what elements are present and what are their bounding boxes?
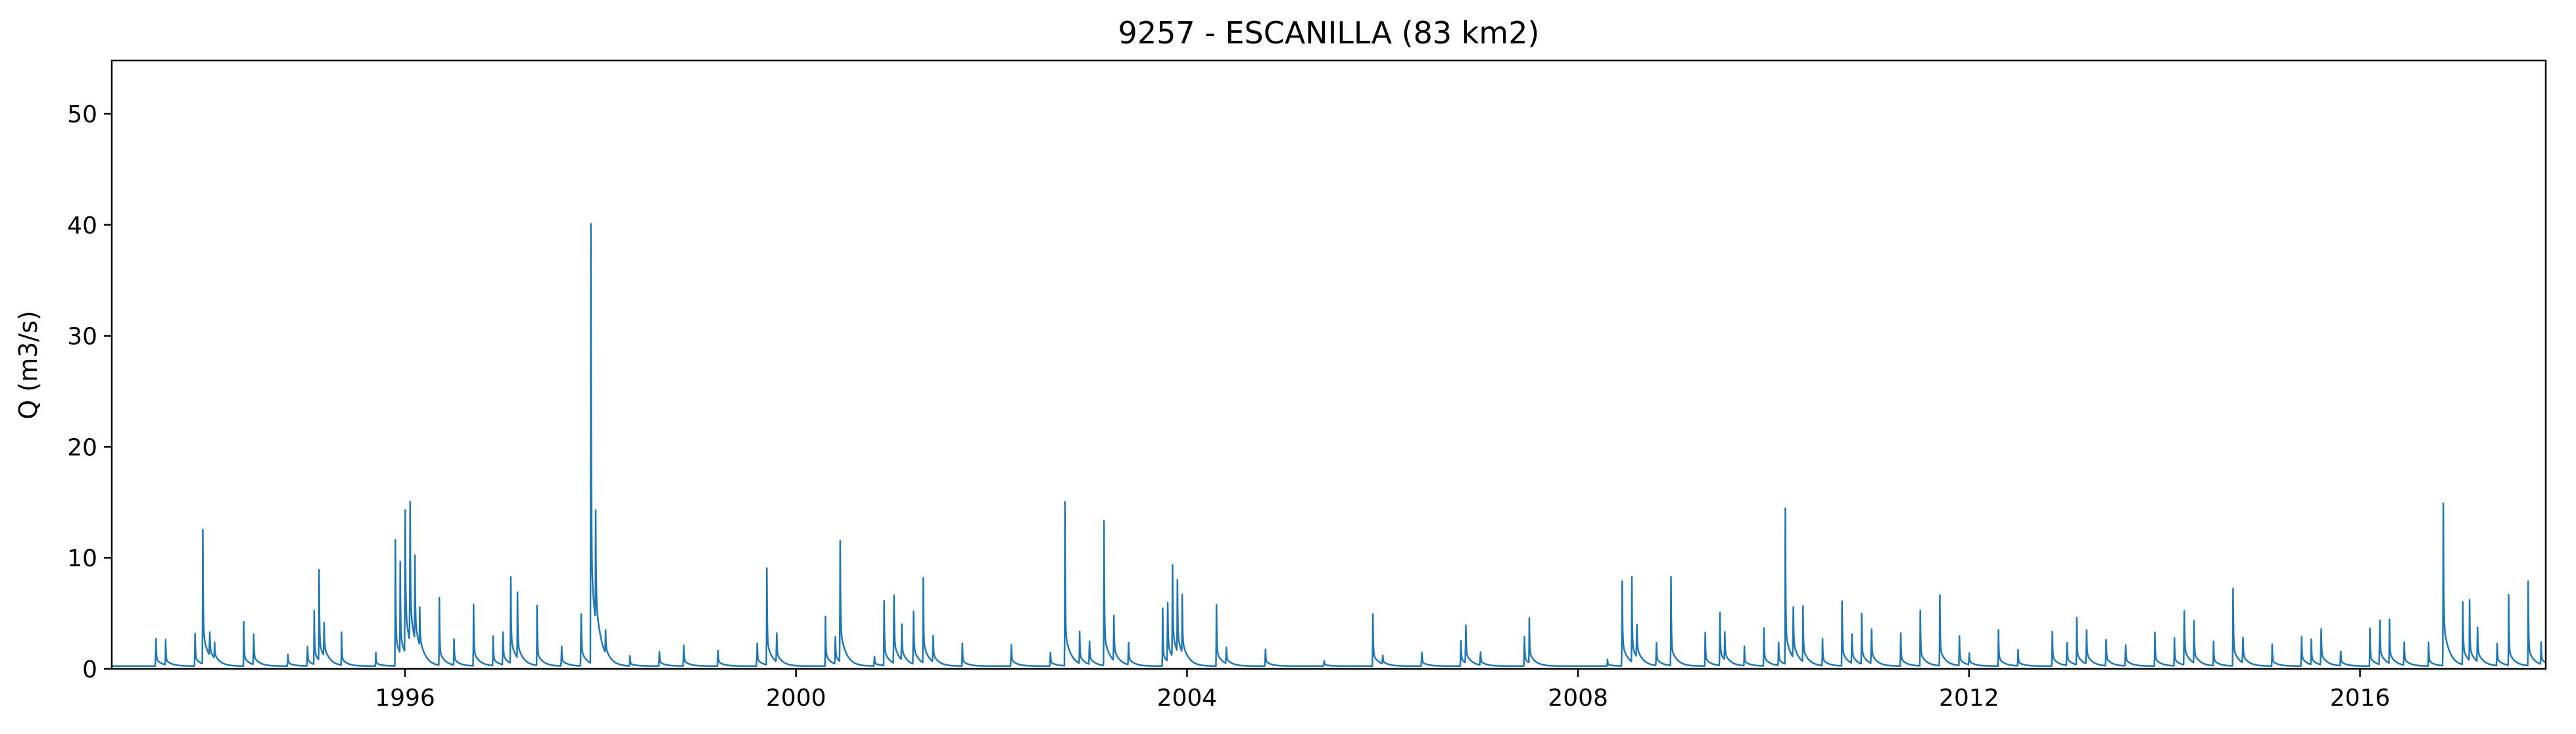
y-tick-label: 50 <box>67 101 97 128</box>
x-tick-label: 2004 <box>1157 685 1218 712</box>
y-tick-label: 30 <box>67 324 97 351</box>
x-tick-label: 2012 <box>1939 685 1999 712</box>
y-tick-label: 20 <box>67 434 97 461</box>
x-tick-label: 2008 <box>1548 685 1608 712</box>
chart-title: 9257 - ESCANILLA (83 km2) <box>1118 15 1540 51</box>
y-tick-label: 40 <box>67 212 97 239</box>
y-tick-label: 0 <box>82 656 97 683</box>
y-tick-label: 10 <box>67 545 97 572</box>
discharge-series-line <box>112 224 2546 666</box>
x-tick-label: 2016 <box>2330 685 2391 712</box>
x-tick-label: 2000 <box>766 685 826 712</box>
y-axis-label: Q (m3/s) <box>14 310 43 419</box>
y-axis: 0 10 20 30 40 50 <box>67 101 112 683</box>
x-axis: 1996 2000 2004 2008 2012 2016 <box>375 669 2390 712</box>
plot-area <box>112 224 2546 666</box>
x-tick-label: 1996 <box>375 685 435 712</box>
plot-frame <box>112 61 2546 669</box>
